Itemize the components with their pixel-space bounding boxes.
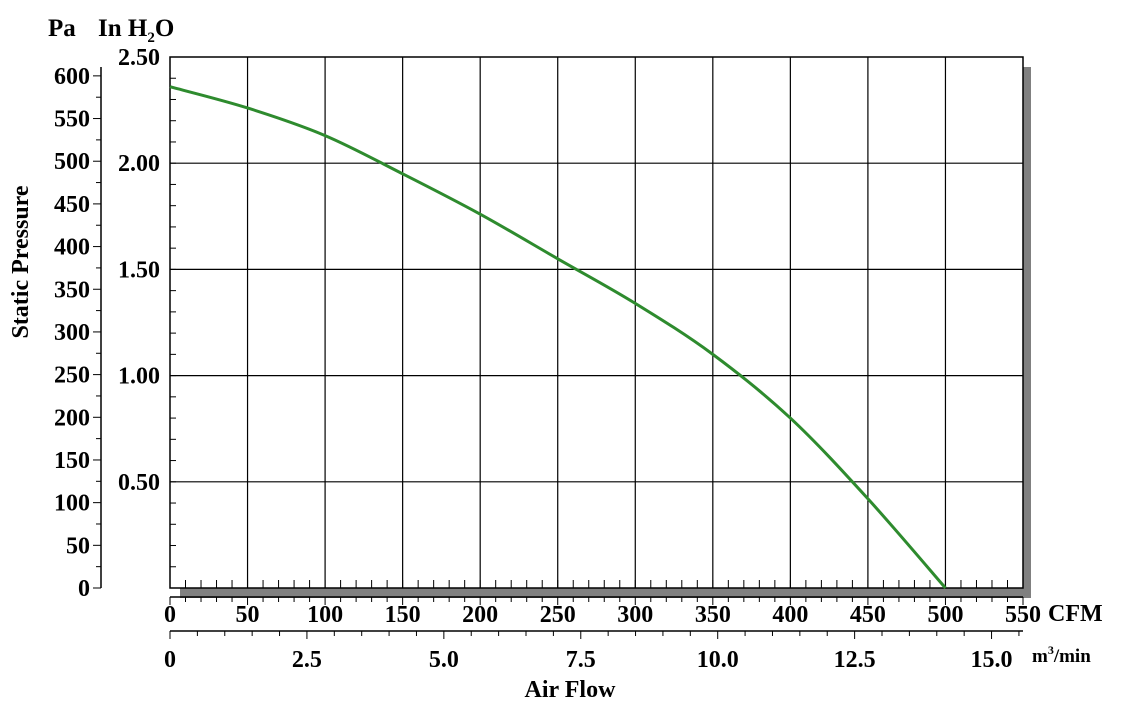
y-unit-inh2o: In H2O bbox=[98, 15, 174, 46]
cfm-tick-label: 450 bbox=[850, 602, 886, 628]
cfm-tick-label: 500 bbox=[927, 602, 963, 628]
m3-tick-label: 12.5 bbox=[834, 647, 876, 673]
cfm-tick-label: 100 bbox=[307, 602, 343, 628]
inh2o-tick-labels: 0.50 1.00 1.50 2.00 2.50 bbox=[118, 45, 160, 496]
pa-tick-label: 100 bbox=[54, 491, 90, 517]
x-unit-m3min: m3/min bbox=[1032, 643, 1091, 667]
cfm-tick-labels: 0 50 100 150 200 250 300 350 400 450 500 550 bbox=[164, 602, 1041, 628]
inh2o-tick-label: 1.00 bbox=[118, 364, 160, 390]
cfm-tick-label: 200 bbox=[462, 602, 498, 628]
pa-tick-label: 200 bbox=[54, 405, 90, 431]
inh2o-tick-label: 1.50 bbox=[118, 257, 160, 283]
pa-tick-label: 350 bbox=[54, 277, 90, 303]
pa-tick-labels: 0 50 100 150 200 250 300 350 400 450 500 550 600 bbox=[54, 64, 90, 602]
cfm-tick-label: 50 bbox=[236, 602, 260, 628]
pa-tick-label: 600 bbox=[54, 64, 90, 90]
cfm-tick-label: 150 bbox=[385, 602, 421, 628]
grid bbox=[170, 57, 1023, 588]
cfm-tick-label: 350 bbox=[695, 602, 731, 628]
pa-tick-label: 500 bbox=[54, 149, 90, 175]
plot-border bbox=[169, 56, 1024, 589]
cfm-tick-label: 0 bbox=[164, 602, 176, 628]
minor-ticks bbox=[93, 56, 1024, 639]
pa-tick-label: 0 bbox=[78, 576, 90, 602]
pa-tick-label: 50 bbox=[66, 533, 90, 559]
m3-tick-label: 15.0 bbox=[971, 647, 1013, 673]
m3-tick-label: 0 bbox=[164, 647, 176, 673]
y-unit-pa: Pa bbox=[48, 15, 76, 42]
inh2o-tick-label: 0.50 bbox=[118, 470, 160, 496]
inh2o-tick-label: 2.00 bbox=[118, 151, 160, 177]
x-axis-title: Air Flow bbox=[525, 677, 617, 703]
pa-tick-label: 300 bbox=[54, 320, 90, 346]
series-line bbox=[169, 85, 947, 589]
pa-tick-label: 250 bbox=[54, 363, 90, 389]
series-group bbox=[169, 85, 947, 589]
pa-tick-label: 450 bbox=[54, 192, 90, 218]
y-axis-title: Static Pressure bbox=[8, 185, 34, 338]
m3-tick-label: 7.5 bbox=[566, 647, 596, 673]
m3-tick-label: 10.0 bbox=[697, 647, 739, 673]
plot-area bbox=[170, 57, 1023, 588]
cfm-tick-label: 550 bbox=[1005, 602, 1041, 628]
cfm-tick-label: 300 bbox=[617, 602, 653, 628]
m3-tick-label: 5.0 bbox=[429, 647, 459, 673]
inh2o-tick-label: 2.50 bbox=[118, 45, 160, 71]
pa-tick-label: 550 bbox=[54, 107, 90, 133]
pa-tick-label: 150 bbox=[54, 448, 90, 474]
m3-tick-label: 2.5 bbox=[292, 647, 322, 673]
cfm-tick-label: 400 bbox=[772, 602, 808, 628]
x-unit-cfm: CFM bbox=[1048, 601, 1103, 627]
cfm-tick-label: 250 bbox=[540, 602, 576, 628]
pa-tick-label: 400 bbox=[54, 235, 90, 261]
m3-tick-labels: 0 2.5 5.0 7.5 10.0 12.5 15.0 bbox=[164, 647, 1013, 673]
